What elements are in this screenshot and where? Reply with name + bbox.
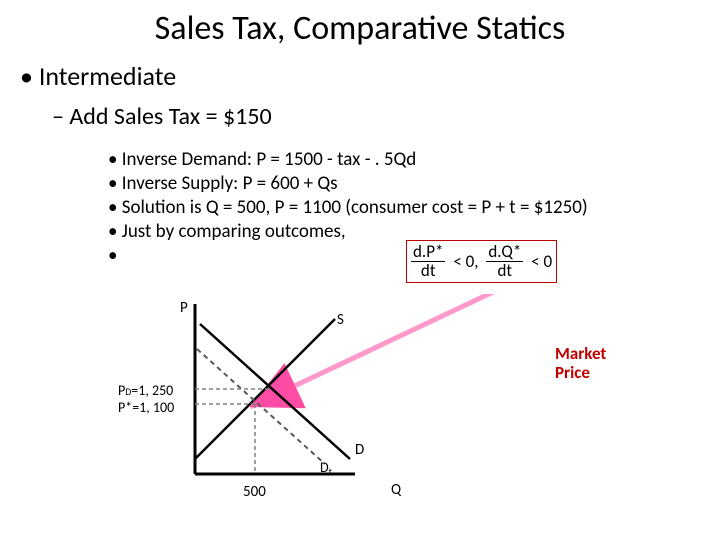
bullet-lvl1: Intermediate	[20, 60, 176, 92]
bullet-b4: Just by comparing outcomes,	[108, 220, 346, 244]
market-l2: Price	[555, 362, 590, 383]
bullet-b3-text: Solution is Q = 500, P = 1100 (consumer …	[122, 196, 588, 219]
x500-label: 500	[243, 483, 266, 501]
slide-title: Sales Tax, Comparative Statics	[0, 8, 720, 49]
s-label: S	[337, 311, 344, 329]
bullet-b1: Inverse Demand: P = 1500 - tax - . 5Qd	[108, 148, 416, 172]
supply-demand-chart: P S D Dt 500 Q	[145, 294, 385, 514]
dt-label: Dt	[320, 459, 333, 478]
pstar-price-label: P*=1, 100	[118, 399, 174, 416]
chart-svg: P S D Dt 500 Q	[145, 294, 645, 534]
bullet-b2-text: Inverse Supply: P = 600 + Qs	[122, 172, 338, 195]
d-label: D	[355, 441, 364, 459]
arrow-to-price	[250, 294, 510, 407]
lt2: < 0	[531, 251, 552, 272]
lt1: < 0,	[453, 251, 478, 272]
demand-line	[200, 324, 350, 459]
bullet-b3: Solution is Q = 500, P = 1100 (consumer …	[108, 196, 588, 220]
q-axis-label: Q	[391, 481, 402, 499]
dp-den: dt	[411, 262, 445, 280]
bullet-lvl2-text: Add Sales Tax = $150	[69, 102, 271, 131]
bullet-b2: Inverse Supply: P = 600 + Qs	[108, 172, 338, 196]
pd-price-label: PD=1, 250	[118, 382, 173, 399]
bullet-b1-text: Inverse Demand: P = 1500 - tax - . 5Qd	[122, 148, 417, 171]
bullet-b5	[108, 244, 117, 268]
demand-tax-line	[197, 349, 325, 464]
slide: Sales Tax, Comparative Statics Intermedi…	[0, 0, 720, 540]
bullet-lvl1-text: Intermediate	[39, 60, 176, 92]
p-axis-label: P	[180, 299, 188, 317]
dq-den: dt	[486, 262, 523, 280]
market-price-label: Market Price	[555, 345, 606, 382]
derivative-formula: d.P* dt < 0, d.Q* dt < 0	[406, 240, 557, 283]
bullet-b4-text: Just by comparing outcomes,	[122, 220, 346, 243]
bullet-lvl2: Add Sales Tax = $150	[52, 102, 272, 131]
